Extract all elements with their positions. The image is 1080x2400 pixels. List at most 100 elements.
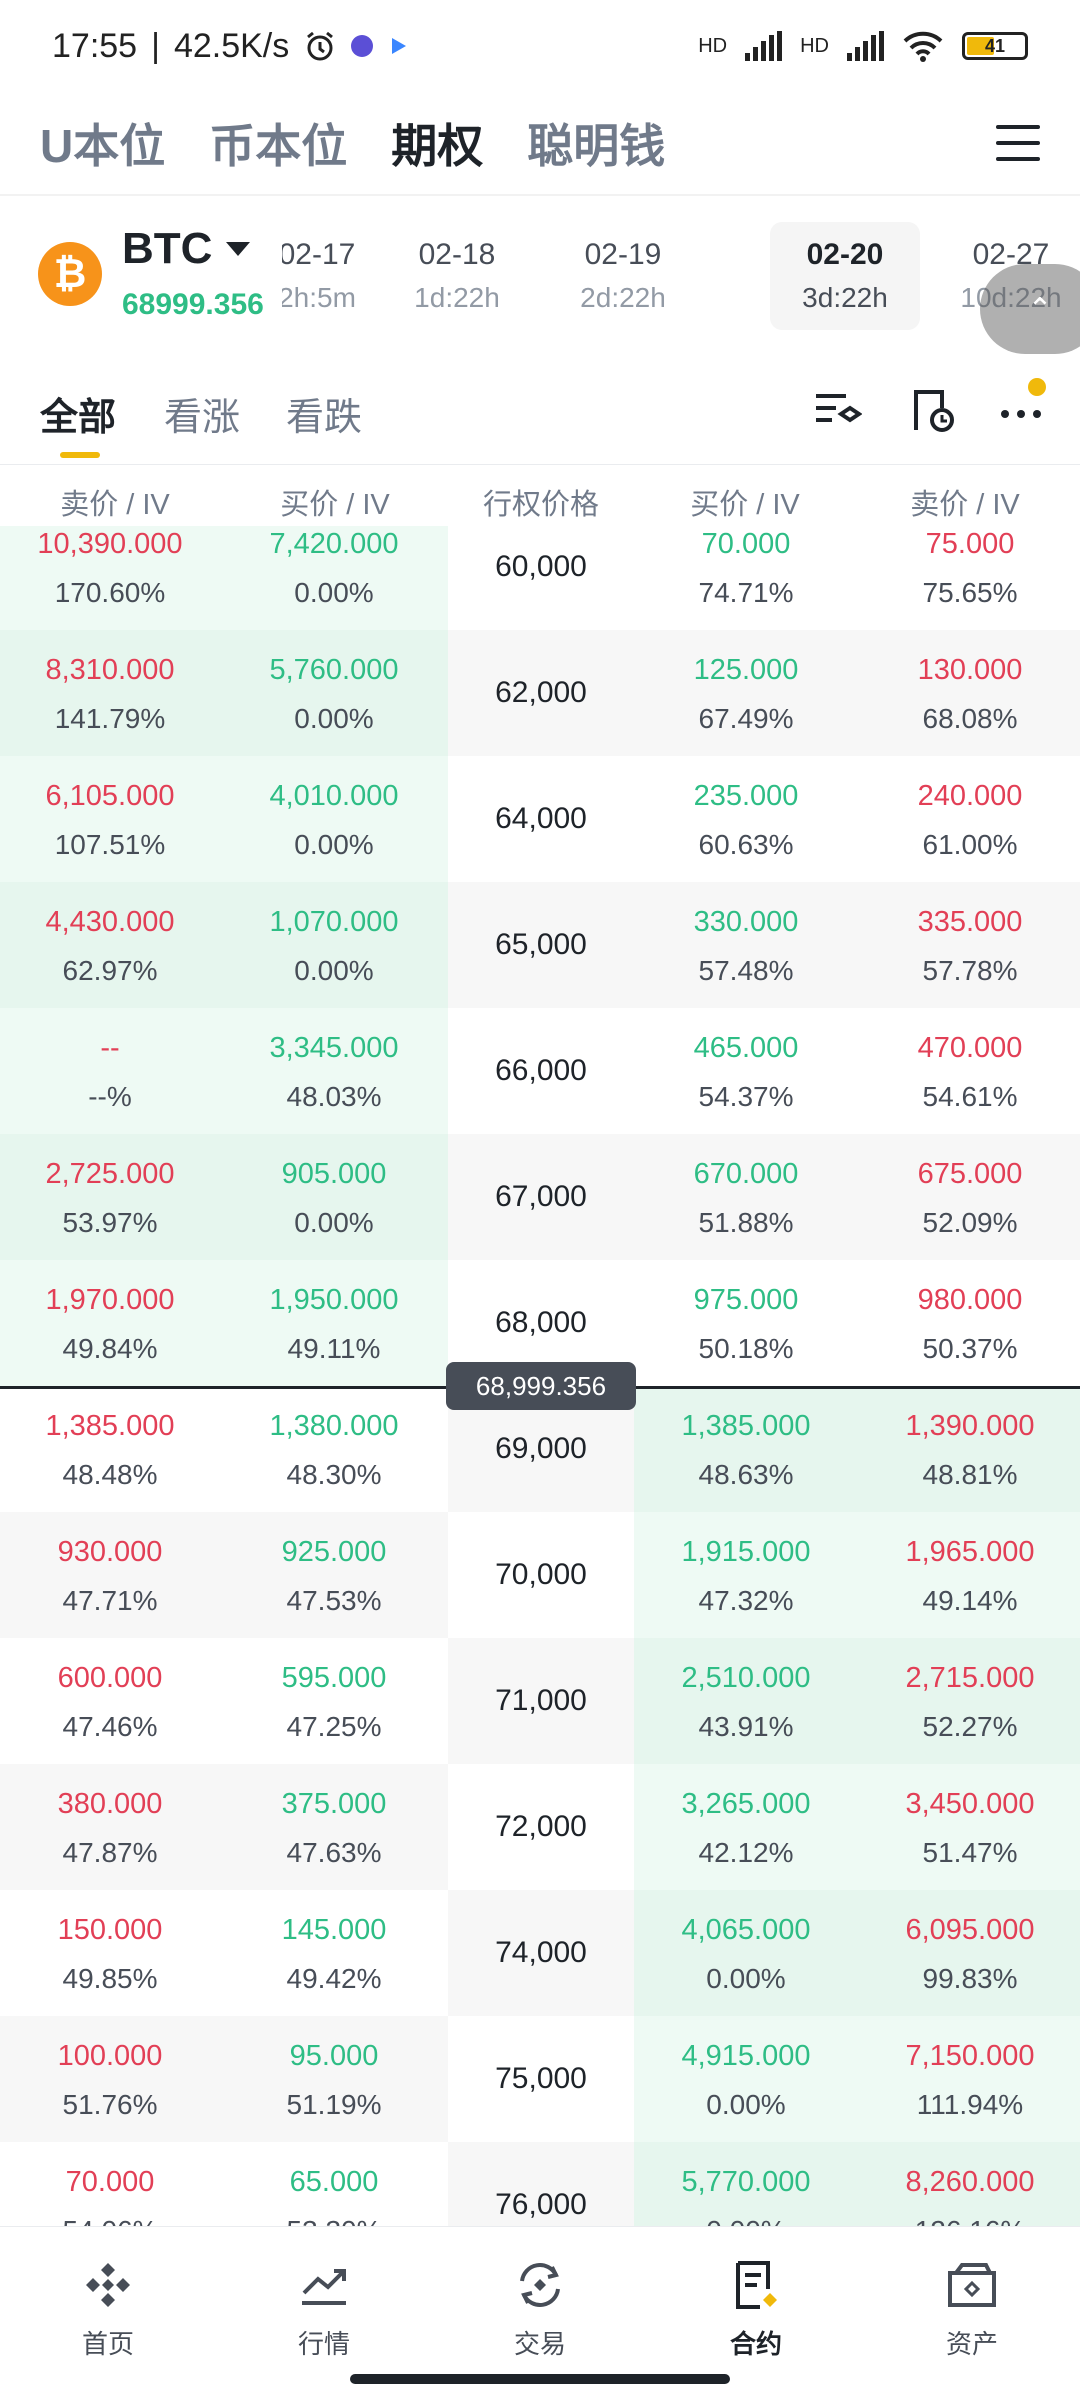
put-buy-cell[interactable]: 125.000 67.49% — [646, 654, 846, 735]
call-sell-cell[interactable]: 4,430.000 62.97% — [10, 906, 210, 987]
call-buy-cell[interactable]: 925.000 47.53% — [234, 1536, 434, 1617]
expiry-date-item[interactable]: 02-19 2d:22h — [580, 238, 666, 313]
call-sell-cell[interactable]: 380.000 47.87% — [10, 1788, 210, 1869]
put-sell-cell[interactable]: 675.000 52.09% — [870, 1158, 1070, 1239]
call-buy-cell[interactable]: 95.000 51.19% — [234, 2040, 434, 2121]
call-buy-cell[interactable]: 1,950.000 49.11% — [234, 1284, 434, 1365]
filter-settings-icon[interactable] — [812, 386, 863, 436]
put-buy-cell[interactable]: 670.000 51.88% — [646, 1158, 846, 1239]
expiry-date-item[interactable]: 02-27 10d:22h — [960, 238, 1062, 313]
nav-markets[interactable]: 行情 — [254, 2257, 394, 2361]
call-sell-cell[interactable]: 930.000 47.71% — [10, 1536, 210, 1617]
put-side-bg — [634, 2142, 1080, 2226]
table-row[interactable]: 150.000 49.85% 145.000 49.42% 4,065.000 0.00%… — [0, 1890, 1080, 2016]
table-row[interactable]: 100.000 51.76% 95.000 51.19% 4,915.000 0.00% 7… — [0, 2016, 1080, 2142]
call-buy-cell[interactable]: 375.000 47.63% — [234, 1788, 434, 1869]
floating-handle-icon[interactable]: ⌃ — [980, 264, 1080, 354]
put-buy-cell[interactable]: 5,770.000 0.00% — [646, 2166, 846, 2226]
put-sell-cell[interactable]: 130.000 68.08% — [870, 654, 1070, 735]
table-row[interactable]: -- --% 3,345.000 48.03% 465.000 54.37% 470.000… — [0, 1008, 1080, 1134]
put-sell-cell[interactable]: 335.000 57.78% — [870, 906, 1070, 987]
call-buy-cell[interactable]: 65.000 53.30% — [234, 2166, 434, 2226]
call-sell-cell[interactable]: 2,725.000 53.97% — [10, 1158, 210, 1239]
call-buy-cell[interactable]: 7,420.000 0.00% — [234, 528, 434, 609]
put-sell-cell[interactable]: 75.000 75.65% — [870, 528, 1070, 609]
table-row[interactable]: 10,390.000 170.60% 7,420.000 0.00% 70.000 74.… — [0, 526, 1080, 630]
put-buy-cell[interactable]: 4,065.000 0.00% — [646, 1914, 846, 1995]
menu-icon[interactable] — [996, 125, 1040, 161]
put-sell-cell[interactable]: 1,390.000 48.81% — [870, 1410, 1070, 1491]
table-row[interactable]: 8,310.000 141.79% 5,760.000 0.00% 125.000 67.… — [0, 630, 1080, 756]
put-sell-cell[interactable]: 2,715.000 52.27% — [870, 1662, 1070, 1743]
put-buy-cell[interactable]: 975.000 50.18% — [646, 1284, 846, 1365]
call-sell-cell[interactable]: -- --% — [10, 1032, 210, 1113]
call-buy-cell[interactable]: 5,760.000 0.00% — [234, 654, 434, 735]
table-row[interactable]: 930.000 47.71% 925.000 47.53% 1,915.000 47.32… — [0, 1512, 1080, 1638]
put-side-bg — [634, 1638, 1080, 1764]
nav-trade[interactable]: 交易 — [470, 2257, 610, 2361]
put-buy-cell-iv: 51.88% — [698, 1207, 794, 1238]
put-buy-cell[interactable]: 330.000 57.48% — [646, 906, 846, 987]
tab-coin-margined[interactable]: 币本位 — [209, 120, 348, 172]
call-buy-cell-iv: 48.03% — [286, 1081, 382, 1112]
call-sell-cell[interactable]: 6,105.000 107.51% — [10, 780, 210, 861]
nav-home[interactable]: 首页 — [38, 2257, 178, 2361]
put-buy-cell[interactable]: 235.000 60.63% — [646, 780, 846, 861]
strike-price: 66,000 — [495, 1054, 587, 1087]
table-row[interactable]: 2,725.000 53.97% 905.000 0.00% 670.000 51.88%… — [0, 1134, 1080, 1260]
put-sell-cell[interactable]: 980.000 50.37% — [870, 1284, 1070, 1365]
call-sell-cell[interactable]: 8,310.000 141.79% — [10, 654, 210, 735]
expiry-date-item[interactable]: 02-18 1d:22h — [414, 238, 500, 313]
table-row[interactable]: 70.000 54.06% 65.000 53.30% 5,770.000 0.00% 8,… — [0, 2142, 1080, 2226]
strike-bg — [448, 1134, 634, 1260]
call-buy-cell[interactable]: 4,010.000 0.00% — [234, 780, 434, 861]
call-buy-cell[interactable]: 3,345.000 48.03% — [234, 1032, 434, 1113]
expiry-date-item-selected[interactable]: 02-20 3d:22h — [770, 222, 920, 330]
more-icon[interactable] — [996, 386, 1046, 436]
call-buy-cell[interactable]: 595.000 47.25% — [234, 1662, 434, 1743]
put-buy-cell[interactable]: 2,510.000 43.91% — [646, 1662, 846, 1743]
call-buy-cell-price: 1,950.000 — [269, 1284, 399, 1316]
tab-options[interactable]: 期权 — [391, 120, 484, 172]
table-row[interactable]: 380.000 47.87% 375.000 47.63% 3,265.000 42.12… — [0, 1764, 1080, 1890]
tab-u-margined[interactable]: U本位 — [40, 120, 166, 172]
call-sell-cell[interactable]: 10,390.000 170.60% — [10, 528, 210, 609]
put-sell-cell[interactable]: 3,450.000 51.47% — [870, 1788, 1070, 1869]
tab-smart-money[interactable]: 聪明钱 — [527, 120, 666, 172]
put-sell-cell[interactable]: 6,095.000 99.83% — [870, 1914, 1070, 1995]
put-buy-cell[interactable]: 70.000 74.71% — [646, 528, 846, 609]
filter-puts[interactable]: 看跌 — [286, 397, 363, 439]
filter-all[interactable]: 全部 — [40, 397, 117, 439]
call-buy-cell[interactable]: 1,070.000 0.00% — [234, 906, 434, 987]
put-buy-cell[interactable]: 1,385.000 48.63% — [646, 1410, 846, 1491]
put-sell-cell[interactable]: 470.000 54.61% — [870, 1032, 1070, 1113]
put-buy-cell[interactable]: 3,265.000 42.12% — [646, 1788, 846, 1869]
put-buy-cell[interactable]: 4,915.000 0.00% — [646, 2040, 846, 2121]
put-side-bg — [634, 2016, 1080, 2142]
nav-futures[interactable]: 合约 — [686, 2257, 826, 2361]
call-sell-cell[interactable]: 1,385.000 48.48% — [10, 1410, 210, 1491]
put-sell-cell[interactable]: 1,965.000 49.14% — [870, 1536, 1070, 1617]
put-sell-cell[interactable]: 240.000 61.00% — [870, 780, 1070, 861]
call-sell-cell[interactable]: 1,970.000 49.84% — [10, 1284, 210, 1365]
call-sell-cell[interactable]: 100.000 51.76% — [10, 2040, 210, 2121]
nav-assets[interactable]: 资产 — [902, 2257, 1042, 2361]
table-row[interactable]: 6,105.000 107.51% 4,010.000 0.00% 235.000 60.… — [0, 756, 1080, 882]
table-row[interactable]: 1,385.000 48.48% 1,380.000 48.30% 1,385.000 4… — [0, 1386, 1080, 1512]
call-sell-cell[interactable]: 600.000 47.46% — [10, 1662, 210, 1743]
expiry-date-item[interactable]: 02-17 2h:5m — [282, 238, 356, 313]
call-sell-cell[interactable]: 150.000 49.85% — [10, 1914, 210, 1995]
coin-selector[interactable]: BTC — [122, 224, 251, 274]
put-buy-cell[interactable]: 1,915.000 47.32% — [646, 1536, 846, 1617]
history-icon[interactable] — [908, 386, 958, 436]
table-row[interactable]: 4,430.000 62.97% 1,070.000 0.00% 330.000 57.4… — [0, 882, 1080, 1008]
call-buy-cell[interactable]: 905.000 0.00% — [234, 1158, 434, 1239]
filter-calls[interactable]: 看涨 — [164, 397, 241, 439]
put-sell-cell[interactable]: 8,260.000 126.16% — [870, 2166, 1070, 2226]
call-sell-cell[interactable]: 70.000 54.06% — [10, 2166, 210, 2226]
table-row[interactable]: 600.000 47.46% 595.000 47.25% 2,510.000 43.91… — [0, 1638, 1080, 1764]
put-buy-cell[interactable]: 465.000 54.37% — [646, 1032, 846, 1113]
put-sell-cell[interactable]: 7,150.000 111.94% — [870, 2040, 1070, 2121]
call-buy-cell[interactable]: 1,380.000 48.30% — [234, 1410, 434, 1491]
call-buy-cell[interactable]: 145.000 49.42% — [234, 1914, 434, 1995]
